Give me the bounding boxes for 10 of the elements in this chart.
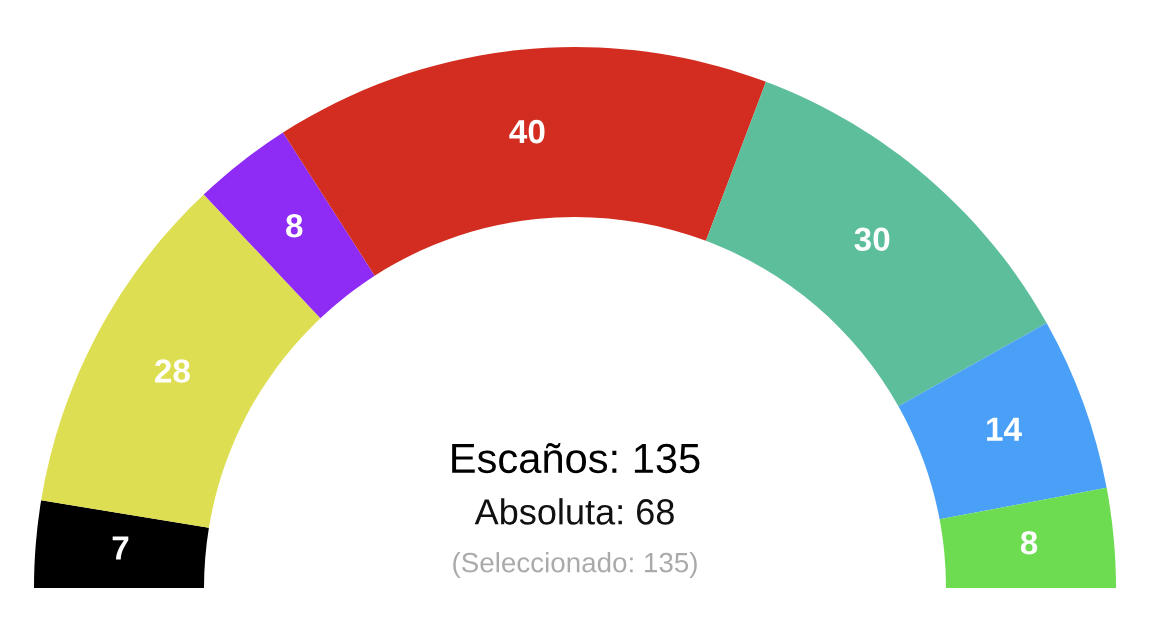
data-label: 8 bbox=[1020, 530, 1038, 555]
data-label: 30 bbox=[854, 227, 890, 252]
data-label: 28 bbox=[155, 359, 190, 383]
text: Escaños: 135 bbox=[452, 442, 700, 474]
data-label: 14 bbox=[987, 417, 1022, 441]
data-label: 7 bbox=[112, 536, 129, 560]
text: (Seleccionado: 135) bbox=[453, 552, 697, 578]
data-label: 40 bbox=[509, 119, 545, 144]
data-label: 8 bbox=[286, 214, 303, 238]
text: Absoluta: 68 bbox=[474, 498, 674, 525]
